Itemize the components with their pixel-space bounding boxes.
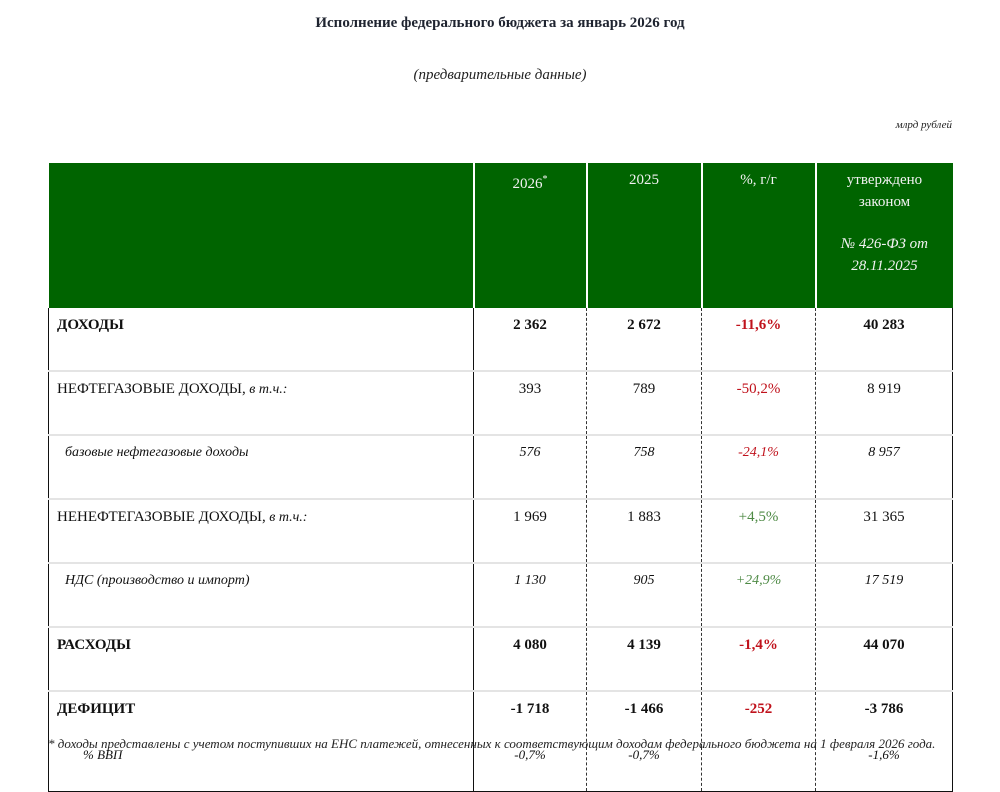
row-label-suffix: в т.ч.:: [245, 382, 288, 397]
table-row: ДОХОДЫ 2 362 2 672 -11,6% 40 283: [48, 308, 953, 371]
header-2025: 2025: [585, 163, 702, 308]
units-label: млрд рублей: [895, 119, 952, 131]
header-approved: утверждено законом № 426-ФЗ от 28.11.2025: [814, 163, 953, 308]
cell-2025: 2 672: [586, 308, 702, 371]
row-label: РАСХОДЫ: [48, 626, 474, 691]
table-row: базовые нефтегазовые доходы 576 758 -24,1% 8…: [48, 434, 953, 499]
table-row: НДС (производство и импорт) 1 130 905 +24,9…: [48, 562, 953, 627]
row-label: ДЕФИЦИТ: [48, 690, 474, 747]
cell-yoy: -252: [701, 690, 816, 747]
cell-2026: 1 130: [473, 562, 587, 627]
cell-2026: 4 080: [473, 626, 587, 691]
table-header-row: 2026* 2025 %, г/г утверждено законом № 42…: [48, 163, 953, 308]
page-title: Исполнение федерального бюджета за январ…: [315, 15, 685, 31]
cell-yoy: -50,2%: [701, 370, 816, 435]
budget-table: 2026* 2025 %, г/г утверждено законом № 42…: [48, 163, 953, 792]
cell-approved: 40 283: [815, 308, 953, 371]
cell-2025: 789: [586, 370, 702, 435]
cell-yoy: -1,4%: [701, 626, 816, 691]
header-2026: 2026*: [472, 163, 587, 308]
row-label: НДС (производство и импорт): [48, 562, 474, 627]
table-row: ДЕФИЦИТ -1 718 -1 466 -252 -3 786: [48, 690, 953, 747]
law-reference: № 426-ФЗ от 28.11.2025: [841, 236, 928, 274]
cell-2026: 2 362: [513, 317, 547, 333]
row-label: базовые нефтегазовые доходы: [48, 434, 474, 499]
row-label-suffix: в т.ч.:: [265, 510, 308, 525]
cell-approved: 8 957: [815, 434, 953, 499]
cell-2026: 393: [473, 370, 587, 435]
header-yoy: %, г/г: [700, 163, 816, 308]
row-label: НЕФТЕГАЗОВЫЕ ДОХОДЫ, в т.ч.:: [48, 370, 474, 435]
cell-2025: 4 139: [586, 626, 702, 691]
row-label: % ВВП: [48, 747, 474, 792]
cell-yoy: +4,5%: [701, 498, 816, 563]
footnote: * доходы представлены с учетом поступивш…: [48, 736, 936, 751]
cell-yoy: -24,1%: [701, 434, 816, 499]
cell-2025: 905: [586, 562, 702, 627]
cell-yoy: +24,9%: [701, 562, 816, 627]
table-row: НЕНЕФТЕГАЗОВЫЕ ДОХОДЫ, в т.ч.: 1 969 1 883…: [48, 498, 953, 563]
cell-2026: -0,7%: [473, 747, 587, 792]
cell-2026: 576: [473, 434, 587, 499]
page-subtitle: (предварительные данные): [413, 67, 587, 83]
cell-2025: -1 466: [586, 690, 702, 747]
row-label: ДОХОДЫ: [48, 308, 474, 371]
table-row: РАСХОДЫ 4 080 4 139 -1,4% 44 070: [48, 626, 953, 691]
cell-approved: 44 070: [815, 626, 953, 691]
footnote-marker: *: [542, 174, 548, 185]
cell-approved: 8 919: [815, 370, 953, 435]
table-row: НЕФТЕГАЗОВЫЕ ДОХОДЫ, в т.ч.: 393 789 -50,2%…: [48, 370, 953, 435]
header-label-col: [48, 163, 474, 308]
cell-yoy: -11,6%: [701, 308, 816, 371]
cell-2025: 1 883: [586, 498, 702, 563]
cell-2026: -1 718: [473, 690, 587, 747]
cell-2025: 758: [586, 434, 702, 499]
cell-approved: -3 786: [815, 690, 953, 747]
cell-approved: -1,6%: [815, 747, 953, 792]
row-label: НЕНЕФТЕГАЗОВЫЕ ДОХОДЫ, в т.ч.:: [48, 498, 474, 563]
cell-2026: 1 969: [473, 498, 587, 563]
cell-approved: 31 365: [815, 498, 953, 563]
cell-approved: 17 519: [815, 562, 953, 627]
